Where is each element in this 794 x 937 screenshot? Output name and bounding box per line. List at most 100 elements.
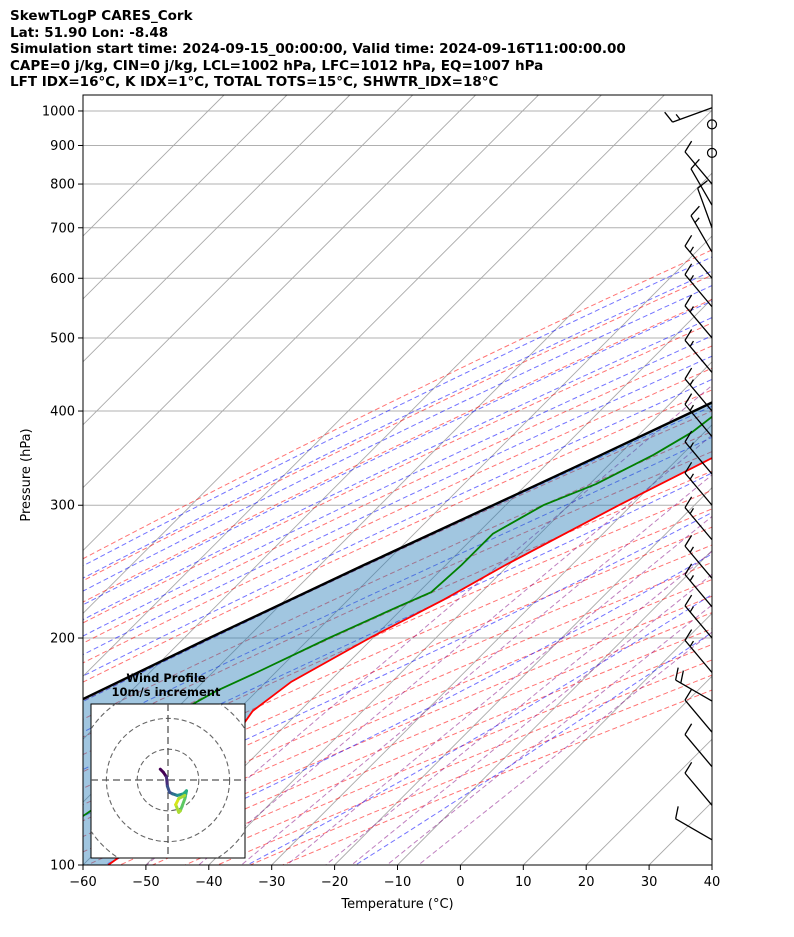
chart-header: SkewTLogP CARES_Cork Lat: 51.90 Lon: -8.… [10,8,626,91]
isotherm-line [208,361,712,865]
wind-barb [674,806,713,841]
hodograph-segment [164,775,169,788]
mixing-ratio-line [198,434,712,865]
wind-barb-half-flag [675,113,681,120]
index-text: LFT IDX=16°C, K IDX=1°C, TOTAL TOTS=15°C… [10,74,499,90]
isotherm-line [83,95,602,615]
hodograph-segment [178,796,187,813]
wind-barb-flag [690,158,700,170]
wind-barb-staff [684,574,713,608]
wind-barb-flag [680,670,684,684]
isotherm-line [648,801,712,865]
wind-barb-flag [684,367,693,380]
y-tick-label: 200 [50,632,75,647]
wind-barb [684,294,713,339]
isotherm-line [271,424,712,865]
isotherm-line [83,95,665,677]
wind-barb [684,263,713,308]
wind-barb-staff [684,639,713,673]
wind-barb-flag [684,329,693,341]
y-tick-label: 700 [50,221,75,236]
wind-barb-half-flag [689,546,695,553]
parcel-line [83,401,712,701]
hodograph-title: Wind Profile [126,671,206,685]
wind-barb-flag [684,563,693,575]
wind-barb-flag [684,594,693,607]
plot-area [83,95,794,865]
wind-barb-staff [684,441,713,475]
wind-barb-staff [684,507,713,541]
wind-barb-staff [684,151,713,185]
wind-barb-half-flag [689,575,695,582]
wind-barb-half-flag [689,473,695,480]
wind-barb [684,393,713,437]
dry-adiabat [83,470,712,756]
wind-barb-half-flag [689,274,695,282]
wind-barb-staff [684,245,713,279]
wind-barb-staff [684,734,713,768]
dry-adiabat [83,367,712,664]
x-axis-label: Temperature (°C) [340,897,453,912]
x-tick-label: 10 [515,875,532,890]
cape-text: CAPE=0 j/kg, CIN=0 j/kg, LCL=1002 hPa, L… [10,57,544,74]
wind-barb-flag [684,234,693,247]
wind-barb [684,535,713,579]
wind-barb-flag [674,806,679,819]
wind-barb-flag [684,723,693,735]
moist-adiabat [83,378,712,677]
moist-adiabat [83,270,712,579]
wind-barb-half-flag [694,217,700,224]
wind-barb-half-flag [689,340,695,347]
moist-adiabat [83,436,712,733]
dry-adiabat [83,451,712,738]
x-tick-label: −40 [195,875,222,890]
wind-barb-flag [684,629,693,641]
wind-barb-staff [684,339,713,373]
wind-barb-half-flag [689,606,695,613]
wind-barb [684,688,713,733]
wind-barb-flag [690,205,700,217]
dry-adiabat [83,544,712,822]
wind-barb-half-flag [689,246,695,253]
wind-barb-flag [684,430,693,443]
isotherm-line [334,486,712,865]
isotherm-line [83,95,288,300]
wind-barb-staff [684,274,713,308]
y-tick-label: 100 [50,859,75,874]
isotherm-line [522,675,712,865]
wind-barb-half-flag [689,306,695,313]
moist-adiabat [83,472,712,771]
y-tick-label: 1000 [42,104,75,119]
x-tick-label: 0 [456,875,464,890]
wind-barb-flag [684,535,693,547]
mixing-ratio-line [325,550,712,865]
wind-barb-staff [684,605,713,639]
wind-barb [684,329,713,373]
wind-barb-half-flag [689,507,695,515]
x-tick-label: −30 [258,875,285,890]
wind-barb [674,667,713,702]
hodograph-subtitle: 10m/s increment [112,685,221,699]
dry-adiabat [83,322,712,624]
cin-shading [83,402,712,865]
isotherm-line [83,109,712,740]
wind-barb [684,563,713,608]
time-text: Simulation start time: 2024-09-15_00:00:… [10,41,626,57]
dry-adiabat [83,298,712,603]
chart-title: SkewTLogP CARES_Cork [10,8,193,24]
wind-barb [684,461,713,506]
isotherm-line [775,95,794,865]
wind-barb-half-flag [689,640,695,647]
y-tick-label: 400 [50,405,75,420]
wind-barb-staff [684,472,713,506]
dry-adiabat [217,659,712,865]
wind-barb-flag [684,762,693,774]
x-tick-label: −50 [132,875,159,890]
dry-adiabat [184,643,712,865]
wind-barb [684,762,713,806]
wind-barb-flag [684,294,693,307]
x-tick-label: −10 [384,875,411,890]
x-tick-label: 30 [641,875,658,890]
